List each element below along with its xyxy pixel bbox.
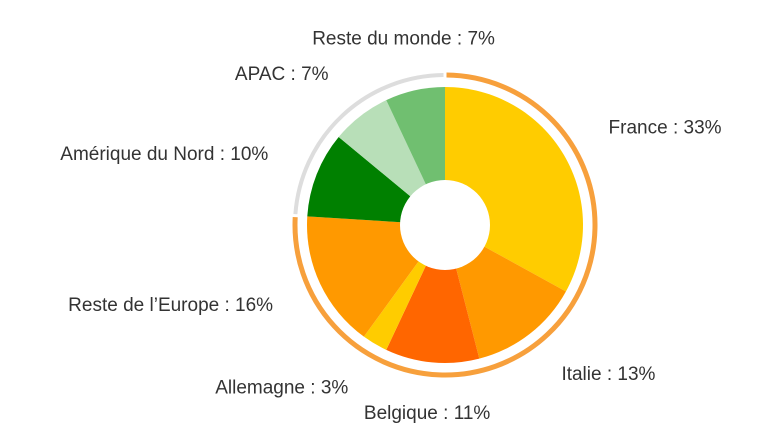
pie-slice (386, 225, 480, 363)
slice-label: Amérique du Nord : 10% (60, 144, 268, 165)
group-ring (293, 73, 444, 215)
slice-label: Reste de l’Europe : 16% (68, 295, 273, 316)
slice-label: Italie : 13% (561, 364, 655, 385)
slice-label: France : 33% (609, 117, 722, 138)
slice-label: Belgique : 11% (364, 403, 491, 424)
slice-label: APAC : 7% (235, 64, 329, 85)
slice-label: Reste du monde : 7% (312, 29, 495, 50)
donut-hole (400, 180, 490, 270)
group-ring (292, 72, 598, 378)
pie-slice (445, 225, 566, 359)
slice-label: Allemagne : 3% (215, 378, 348, 399)
